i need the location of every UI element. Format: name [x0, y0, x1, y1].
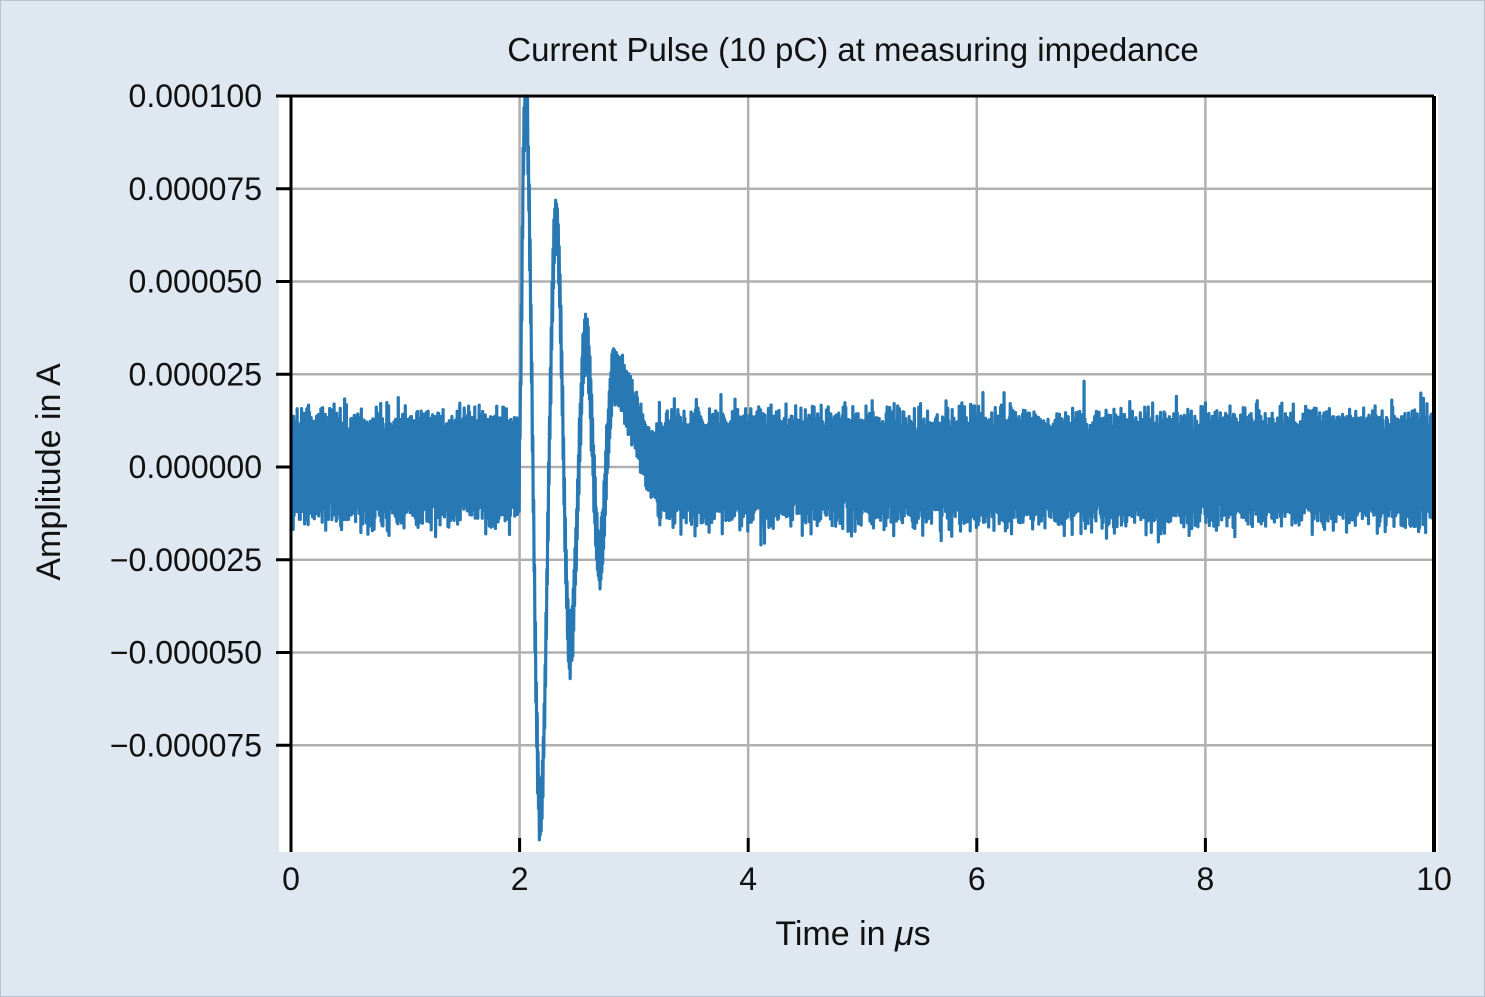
- x-tick-label: 6: [968, 861, 986, 897]
- y-tick-label: −0.000075: [110, 727, 262, 763]
- x-tick-labels: 0 2 4 6 8 10: [282, 838, 1452, 897]
- y-tick-label: 0.000025: [129, 356, 262, 392]
- y-tick-label: −0.000025: [110, 542, 262, 578]
- y-axis-label: Amplitude in A: [30, 363, 68, 581]
- x-axis-label: Time in μs: [775, 915, 930, 953]
- chart-title: Current Pulse (10 pC) at measuring imped…: [507, 31, 1199, 68]
- plot-area: [276, 94, 1438, 852]
- signal-line: [289, 94, 1436, 842]
- y-tick-label: −0.000050: [110, 635, 262, 671]
- x-tick-label: 0: [282, 861, 300, 897]
- y-tick-labels: 0.000100 0.000075 0.000050 0.000025 0.000000…: [110, 78, 291, 763]
- x-tick-label: 10: [1416, 861, 1452, 897]
- y-tick-label: 0.000075: [129, 171, 262, 207]
- x-tick-label: 8: [1197, 861, 1215, 897]
- x-tick-label: 2: [511, 861, 529, 897]
- y-tick-label: 0.000050: [129, 264, 262, 300]
- y-tick-label: 0.000100: [129, 78, 262, 114]
- x-tick-label: 4: [739, 861, 757, 897]
- y-tick-label: 0.000000: [129, 449, 262, 485]
